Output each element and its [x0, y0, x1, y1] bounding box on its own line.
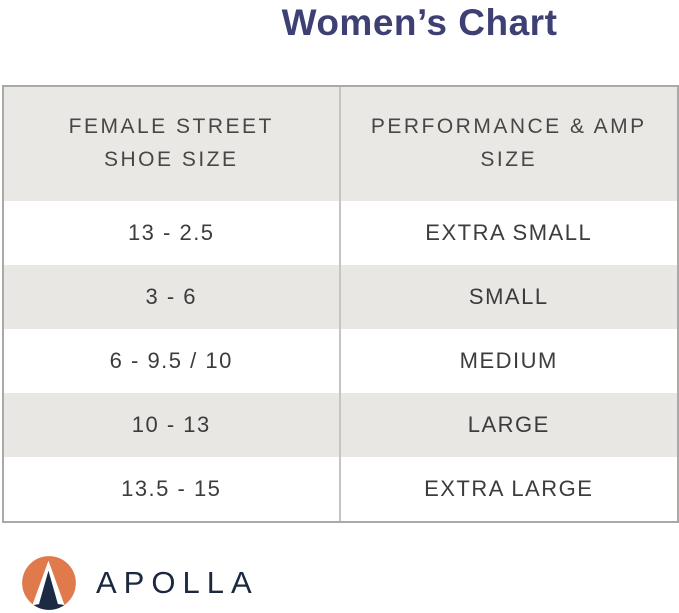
amp-size-value: MEDIUM [459, 348, 558, 373]
amp-size-value: SMALL [468, 284, 549, 309]
shoe-size-value: 6 - 9.5 / 10 [4, 329, 341, 393]
shoe-size-value: 13 - 2.5 [4, 201, 341, 265]
table-row: 13.5 - 15 EXTRA LARGE [4, 457, 677, 521]
shoe-size-value: 13.5 - 15 [4, 457, 341, 521]
table-row: 3 - 6 SMALL [4, 265, 677, 329]
header-cell-shoe-size: FEMALE STREET SHOE SIZE [4, 87, 341, 201]
size-table: FEMALE STREET SHOE SIZE PERFORMANCE & AM… [2, 85, 679, 523]
shoe-size-value: 10 - 13 [4, 393, 341, 457]
brand-footer: APOLLA [21, 555, 259, 611]
apolla-logo-icon [22, 556, 76, 610]
header-label-shoe-size: FEMALE STREET SHOE SIZE [68, 115, 274, 171]
page-title: Women’s Chart [281, 2, 558, 43]
header-cell-amp-size: PERFORMANCE & AMP SIZE [341, 87, 678, 201]
table-header-row: FEMALE STREET SHOE SIZE PERFORMANCE & AM… [4, 87, 677, 201]
table-row: 13 - 2.5 EXTRA SMALL [4, 201, 677, 265]
header-label-amp-size: PERFORMANCE & AMP SIZE [370, 115, 647, 171]
amp-size-value: EXTRA SMALL [425, 220, 593, 245]
table-row: 10 - 13 LARGE [4, 393, 677, 457]
shoe-size-value: 3 - 6 [4, 265, 341, 329]
amp-size-value: LARGE [467, 412, 550, 437]
table-row: 6 - 9.5 / 10 MEDIUM [4, 329, 677, 393]
brand-name: APOLLA [96, 565, 259, 600]
amp-size-value: EXTRA LARGE [424, 476, 594, 501]
